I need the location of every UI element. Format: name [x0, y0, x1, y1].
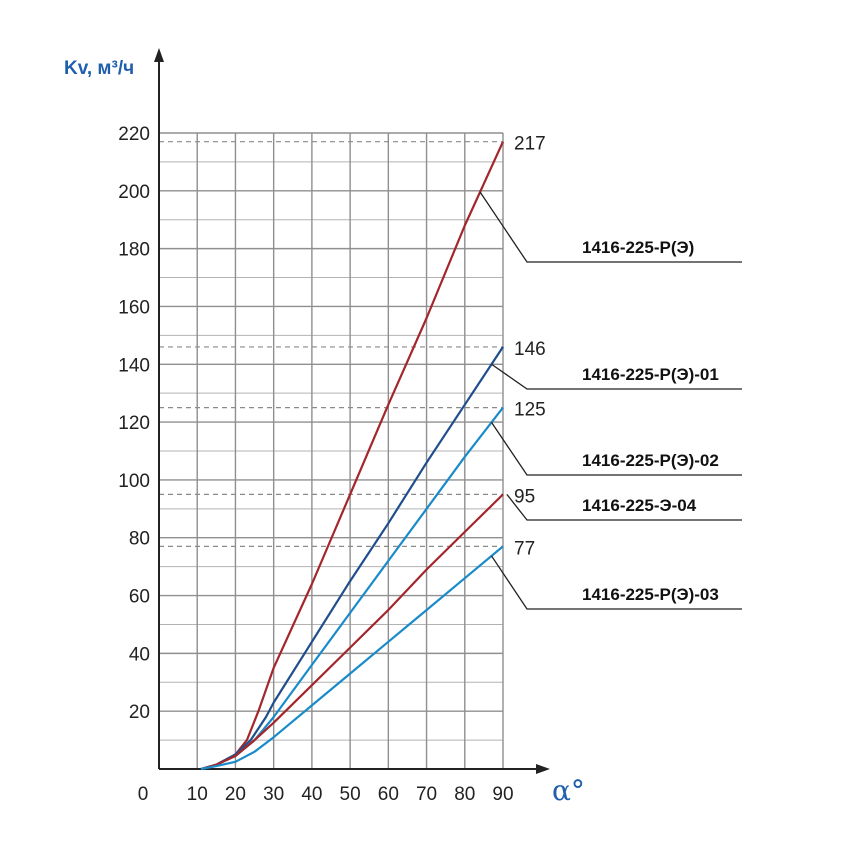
y-tick-label: 60: [129, 587, 150, 608]
x-tick-label: 30: [263, 784, 284, 805]
leader-line: [490, 555, 742, 610]
reference-lines: [159, 141, 503, 548]
y-tick-label: 220: [118, 124, 150, 145]
minor-grid: [159, 161, 503, 741]
series-model-label: 1416-225-Р(Э)-03: [582, 585, 719, 604]
series-model-label: 1416-225-Р(Э)-01: [582, 365, 719, 384]
x-axis-arrow: [536, 764, 550, 774]
y-tick-label: 40: [129, 644, 150, 665]
x-tick-label: 70: [416, 784, 437, 805]
series-model-label: 1416-225-Р(Э)-02: [582, 451, 719, 470]
leader-line: [506, 493, 742, 521]
y-axis-label: Kv, м³/ч: [64, 58, 134, 79]
series-line: [200, 545, 504, 771]
y-tick-label: 120: [118, 413, 150, 434]
y-axis-arrow: [154, 48, 164, 62]
x-tick-label: 10: [187, 784, 208, 805]
series-lines: [200, 141, 505, 771]
x-tick-label: 0: [138, 784, 149, 805]
y-tick-label: 20: [129, 702, 150, 723]
series-end-value: 146: [514, 339, 546, 360]
leader-lines: [479, 191, 742, 610]
series-end-value: 95: [514, 486, 535, 507]
x-tick-labels: 0 10 20 30 40 50 60 70 80 90: [138, 784, 514, 805]
series-line: [200, 493, 504, 771]
y-tick-label: 200: [118, 182, 150, 203]
series-line: [200, 406, 504, 771]
series-line: [200, 141, 505, 771]
series-end-value: 77: [514, 538, 535, 559]
model-labels: 1416-225-Р(Э) 1416-225-Р(Э)-01 1416-225-Р(…: [582, 238, 719, 604]
series-line: [200, 346, 504, 771]
y-tick-label: 80: [129, 529, 150, 550]
x-tick-label: 90: [492, 784, 513, 805]
y-tick-labels: 20 40 60 80 100 120 140 160 180 200 220: [118, 124, 150, 723]
x-tick-label: 50: [340, 784, 361, 805]
x-tick-label: 60: [378, 784, 399, 805]
leader-line: [491, 363, 742, 390]
y-tick-label: 140: [118, 355, 150, 376]
series-end-value: 125: [514, 400, 546, 421]
x-axis-label: α°: [552, 774, 585, 807]
series-end-value: 217: [514, 134, 546, 155]
x-tick-label: 40: [301, 784, 322, 805]
y-tick-label: 160: [118, 297, 150, 318]
axes: [154, 48, 550, 774]
x-tick-label: 80: [454, 784, 475, 805]
leader-line: [479, 191, 742, 263]
x-tick-label: 20: [225, 784, 246, 805]
leader-line: [490, 422, 742, 476]
y-tick-label: 180: [118, 240, 150, 261]
series-model-label: 1416-225-Р(Э): [582, 238, 694, 257]
y-tick-label: 100: [118, 471, 150, 492]
series-model-label: 1416-225-Э-04: [582, 496, 697, 515]
end-value-labels: 217 146 125 95 77: [514, 134, 546, 560]
